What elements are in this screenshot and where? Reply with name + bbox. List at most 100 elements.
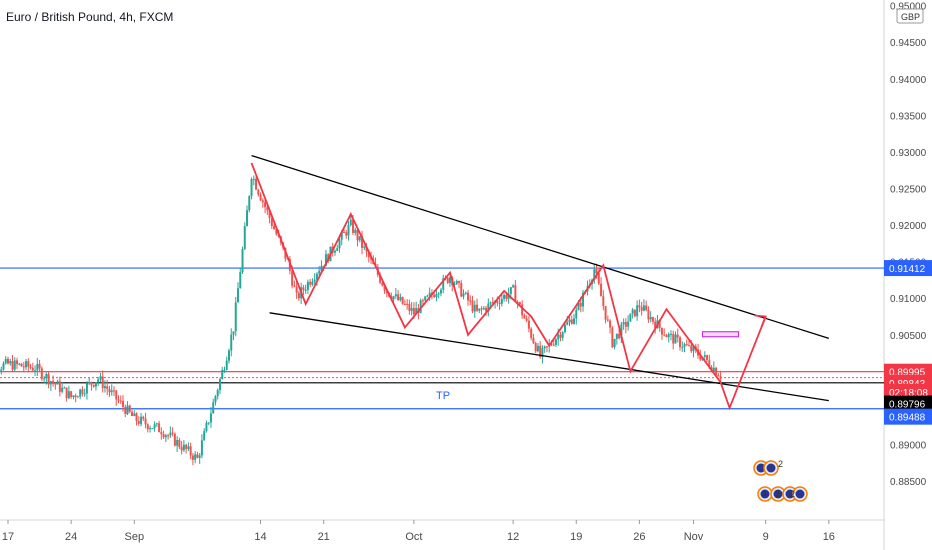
candle-body xyxy=(16,360,19,365)
candle-body xyxy=(169,432,172,436)
y-tick-label: 0.88500 xyxy=(890,477,927,488)
candle-body xyxy=(394,294,397,297)
candle-body xyxy=(381,282,384,286)
candle-body xyxy=(142,416,145,419)
candle-body xyxy=(688,345,691,347)
candle-body xyxy=(241,249,244,273)
price-tags: 0.914120.899950.8984302:18:080.897960.89… xyxy=(884,260,932,425)
candle-body xyxy=(509,287,512,294)
candle-body xyxy=(306,281,309,290)
candle-body xyxy=(261,200,264,203)
candle-body xyxy=(246,210,249,227)
price-tag xyxy=(884,395,932,412)
candle-body xyxy=(717,375,720,377)
candle-body xyxy=(358,236,361,241)
y-tick-label: 0.90500 xyxy=(890,331,927,342)
time-axis[interactable]: 17 24 Sep 14 21 Oct 12 19 26 Nov 9 16 xyxy=(0,519,884,543)
candle-body xyxy=(43,378,46,380)
candle-body xyxy=(164,435,167,438)
candle-body xyxy=(108,389,111,393)
candle-body xyxy=(264,202,267,208)
y-tick-label: 0.92000 xyxy=(890,221,927,232)
y-tick-label: 0.93000 xyxy=(890,148,927,159)
candle-body xyxy=(618,333,621,339)
candle-body xyxy=(545,346,548,348)
candle-body xyxy=(302,287,305,291)
candle-body xyxy=(453,284,456,286)
candle-body xyxy=(218,379,221,391)
candle-body xyxy=(67,391,70,399)
candle-body xyxy=(349,219,352,226)
candle-body xyxy=(151,428,154,430)
candle-body xyxy=(539,345,542,357)
x-tick-label: 24 xyxy=(65,531,77,543)
candle-body xyxy=(600,283,603,297)
candle-body xyxy=(270,218,273,227)
candle-body xyxy=(54,382,57,385)
candle-body xyxy=(622,322,625,325)
candle-body xyxy=(94,382,97,387)
candle-body xyxy=(318,270,321,274)
candle-body xyxy=(52,381,55,383)
price-tag-label: 02:18:08 xyxy=(889,388,928,399)
candle-body xyxy=(22,366,25,368)
candle-body xyxy=(638,305,641,308)
candle-body xyxy=(103,386,106,389)
flag-icon xyxy=(795,489,805,499)
candle-body xyxy=(611,327,614,348)
candle-body xyxy=(649,317,652,320)
candle-body xyxy=(81,389,84,394)
candle-body xyxy=(336,248,339,251)
candle-body xyxy=(439,289,442,294)
candle-body xyxy=(209,413,212,423)
candle-body xyxy=(309,281,312,285)
candle-body xyxy=(29,366,32,368)
x-tick-label: 17 xyxy=(2,531,14,543)
candle-body xyxy=(708,360,711,368)
candle-body xyxy=(489,302,492,304)
candle-body xyxy=(311,281,314,285)
candle-body xyxy=(158,423,161,433)
candle-body xyxy=(412,308,415,315)
candle-body xyxy=(212,402,215,414)
candle-body xyxy=(320,265,323,271)
candle-body xyxy=(521,304,524,316)
candle-body xyxy=(257,189,260,195)
candle-body xyxy=(153,424,156,429)
candle-body xyxy=(485,307,488,312)
x-tick-label: 26 xyxy=(633,531,645,543)
candle-body xyxy=(173,433,176,446)
zigzag-projection xyxy=(250,162,767,411)
candle-body xyxy=(297,292,300,299)
candle-body xyxy=(573,318,576,324)
candle-body xyxy=(660,327,663,335)
candle-body xyxy=(13,360,16,370)
candle-body xyxy=(514,285,517,303)
candle-body xyxy=(597,272,600,284)
candle-body xyxy=(593,269,596,281)
candle-body xyxy=(248,196,251,211)
candle-body xyxy=(419,300,422,313)
x-tick-label: 9 xyxy=(763,531,769,543)
candle-body xyxy=(471,300,474,312)
candle-body xyxy=(559,334,562,338)
candle-body xyxy=(333,250,336,253)
candle-body xyxy=(676,334,679,338)
candle-body xyxy=(214,396,217,403)
candle-body xyxy=(602,296,605,306)
flag-icon xyxy=(785,489,795,499)
candle-body xyxy=(633,309,636,317)
x-tick-label: 16 xyxy=(823,531,835,543)
candle-body xyxy=(570,319,573,324)
candle-body xyxy=(507,293,510,299)
candle-body xyxy=(437,293,440,295)
candle-body xyxy=(137,421,140,424)
candle-body xyxy=(88,382,91,384)
event-badges[interactable]: 24 3 2 xyxy=(753,459,808,502)
candle-body xyxy=(140,416,143,424)
candle-body xyxy=(65,387,68,399)
candle-body xyxy=(47,374,50,385)
candle-body xyxy=(230,334,233,351)
candle-body xyxy=(672,333,675,344)
